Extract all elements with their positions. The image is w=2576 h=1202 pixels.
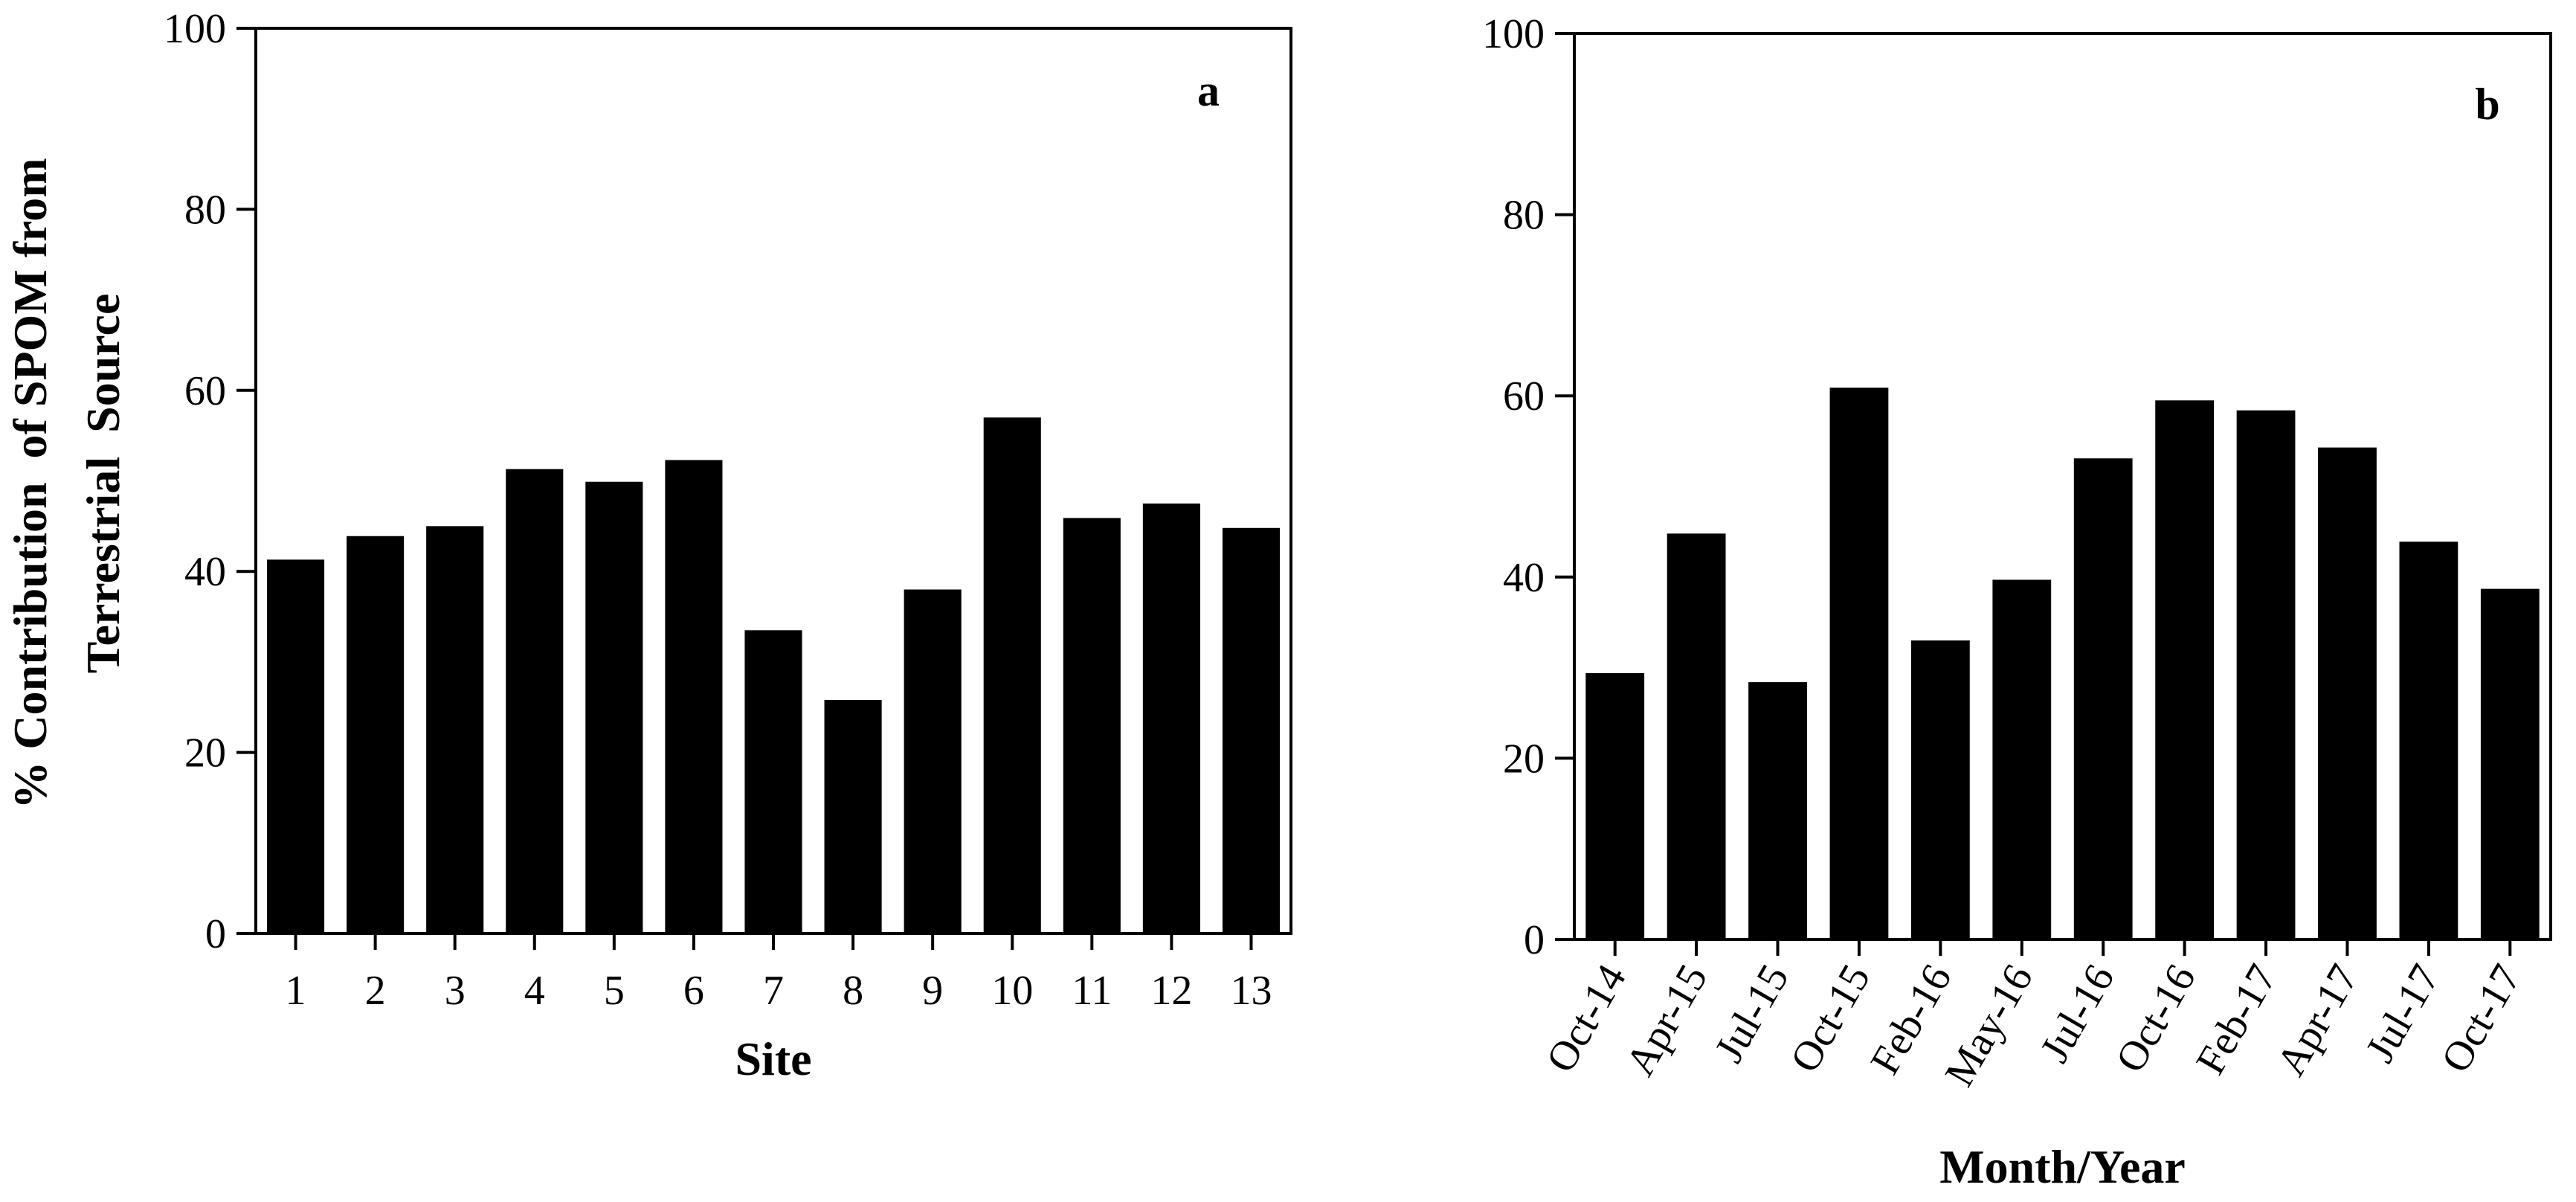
x-tick-label: 11 <box>1072 968 1112 1014</box>
x-tick-label: Oct-15 <box>1782 957 1879 1081</box>
x-tick-label: Apr-15 <box>1617 957 1716 1084</box>
x-tick-label: Oct-17 <box>2432 957 2530 1081</box>
bar-Feb-16 <box>1910 640 1970 939</box>
y-tick-label: 0 <box>205 911 226 957</box>
bar-10 <box>983 417 1041 933</box>
y-tick-label: 20 <box>184 730 226 777</box>
bar-May-16 <box>1992 579 2052 939</box>
x-tick-label: 1 <box>286 968 306 1014</box>
x-tick-label: Feb-17 <box>2187 957 2286 1082</box>
y-tick-label: 80 <box>1503 193 1545 239</box>
x-tick-label: Oct-16 <box>2107 957 2204 1081</box>
x-tick-label: 9 <box>922 968 943 1014</box>
bar-3 <box>426 526 484 933</box>
bar-Jul-16 <box>2073 458 2133 939</box>
plot-frame <box>254 27 1292 935</box>
y-tick-label: 40 <box>184 549 226 595</box>
y-tick-label: 60 <box>1503 373 1545 420</box>
bar-4 <box>506 469 564 933</box>
x-tick-label: 13 <box>1230 968 1272 1014</box>
bar-7 <box>744 630 802 933</box>
bar-9 <box>904 589 962 933</box>
bar-1 <box>266 559 325 933</box>
bar-5 <box>585 481 643 933</box>
bar-Apr-17 <box>2318 447 2377 939</box>
bar-8 <box>824 700 882 933</box>
bar-11 <box>1063 518 1121 933</box>
x-tick-label: 8 <box>843 968 863 1014</box>
bar-13 <box>1222 527 1281 933</box>
y-tick-label: 20 <box>1503 736 1545 782</box>
panel-b-chart: 020406080100Oct-14Apr-15Jul-15Oct-15Feb-… <box>1482 11 2552 1193</box>
y-axis-title-line: Terrestrial Source <box>77 294 129 674</box>
x-tick-label: 10 <box>991 968 1033 1014</box>
bar-Apr-15 <box>1667 533 1726 939</box>
y-tick-label: 40 <box>1503 555 1545 601</box>
y-tick-label: 100 <box>164 6 226 52</box>
y-axis-title-line: % Contribution of SPOM from <box>4 158 57 809</box>
panel-letter: b <box>2475 80 2499 129</box>
bar-12 <box>1142 503 1200 933</box>
x-axis-title: Site <box>735 1032 811 1085</box>
y-tick-label: 0 <box>1524 917 1545 963</box>
bar-Jul-15 <box>1748 682 1807 939</box>
bar-Feb-17 <box>2236 410 2296 939</box>
bar-Oct-14 <box>1585 672 1645 939</box>
x-tick-label: 7 <box>763 968 784 1014</box>
bar-Jul-17 <box>2399 541 2459 939</box>
x-tick-label: 4 <box>524 968 545 1014</box>
bar-2 <box>347 536 405 933</box>
x-tick-label: 2 <box>365 968 386 1014</box>
y-tick-label: 60 <box>184 368 226 414</box>
y-tick-label: 100 <box>1482 11 1545 57</box>
x-tick-label: 12 <box>1150 968 1192 1014</box>
y-tick-label: 80 <box>184 187 226 233</box>
bar-Oct-15 <box>1829 388 1889 939</box>
bar-6 <box>665 460 723 933</box>
panel-letter: a <box>1197 66 1220 115</box>
bar-Oct-17 <box>2480 588 2540 939</box>
x-tick-label: 6 <box>683 968 704 1014</box>
x-tick-label: Apr-17 <box>2268 957 2368 1084</box>
x-tick-label: 5 <box>604 968 625 1014</box>
plot-frame <box>1573 32 2552 941</box>
x-tick-label: 3 <box>445 968 466 1014</box>
bar-Oct-16 <box>2155 400 2215 939</box>
x-axis-title: Month/Year <box>1939 1140 2186 1193</box>
